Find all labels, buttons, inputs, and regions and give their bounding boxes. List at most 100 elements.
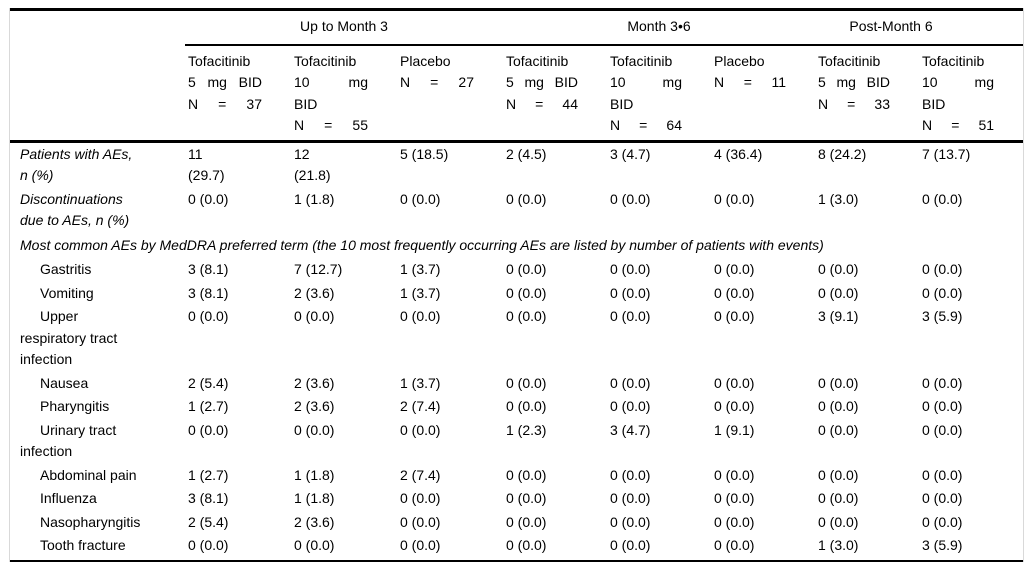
period-group-up-to-month-3: Up to Month 3	[185, 9, 503, 46]
value-cell: 0 (0.0)	[818, 284, 859, 301]
value-cell: 0 (0.0)	[506, 308, 547, 324]
column-header-tofacitinib-5-n44: Tofacitinib 5 mg BID N = 44	[503, 44, 607, 143]
value-cell: 0 (0.0)	[714, 284, 755, 301]
value-cell: 0 (0.0)	[506, 490, 547, 506]
value-cell: 0 (0.0)	[400, 308, 441, 324]
table-row: Influenza 3 (8.1) 1 (1.8) 0 (0.0) 0 (0.0) 0 (…	[10, 487, 1023, 511]
value-cell: 0 (0.0)	[610, 513, 651, 530]
value-cell: 3 (5.9)	[922, 308, 963, 324]
value-cell: 0 (0.0)	[400, 190, 441, 207]
value-cell: 0 (0.0)	[188, 537, 229, 553]
row-label: Influenza	[40, 490, 97, 506]
value-cell: 1 (3.7)	[400, 284, 441, 301]
value-cell: 0 (0.0)	[294, 421, 335, 438]
value-cell: 0 (0.0)	[610, 308, 651, 324]
value-cell: 0 (0.0)	[294, 537, 335, 553]
value-cell: 0 (0.0)	[922, 466, 963, 483]
table-row: Tooth fracture 0 (0.0) 0 (0.0) 0 (0.0) 0 (0.…	[10, 534, 1023, 561]
value-cell: 1 (2.7)	[188, 398, 229, 414]
column-header-tofacitinib-5-n33: Tofacitinib 5 mg BID N = 33	[815, 44, 919, 143]
value-cell: 3 (8.1)	[188, 284, 229, 301]
value-cell: 7 (12.7)	[294, 261, 343, 277]
row-label: Gastritis	[40, 261, 92, 277]
value-cell: 0 (0.0)	[818, 261, 859, 277]
value-cell: 0 (0.0)	[818, 490, 859, 506]
column-header-tofacitinib-10-n64: Tofacitinib 10 mg BID N = 64	[607, 44, 711, 143]
value-cell: 2 (3.6)	[294, 284, 335, 301]
value-cell: 0 (0.0)	[818, 374, 859, 391]
value-cell: 0 (0.0)	[818, 513, 859, 530]
table-row: Vomiting 3 (8.1) 2 (3.6) 1 (3.7) 0 (0.0) 0 (0…	[10, 282, 1023, 306]
value-cell: 0 (0.0)	[294, 308, 335, 324]
value-cell: 0 (0.0)	[610, 261, 651, 277]
table-row: Patients with AEs, n (%) 11 (29.7) 12 (21.…	[10, 141, 1023, 188]
column-header-placebo-n11: Placebo N = 11	[711, 44, 815, 143]
value-cell: 1 (2.3)	[506, 421, 547, 438]
value-cell: 0 (0.0)	[188, 190, 229, 207]
table-row: Urinary tract infection 0 (0.0) 0 (0.0) 0 (…	[10, 419, 1023, 464]
value-cell: 1 (9.1)	[714, 421, 755, 438]
value-cell: 1 (3.7)	[400, 374, 441, 391]
value-cell: 0 (0.0)	[506, 537, 547, 553]
table-row: Discontinuations due to AEs, n (%) 0 (0.0…	[10, 188, 1023, 233]
value-cell: 0 (0.0)	[610, 284, 651, 301]
value-cell: 0 (0.0)	[610, 398, 651, 414]
value-cell: 0 (0.0)	[922, 261, 963, 277]
value-cell: 2 (3.6)	[294, 374, 335, 391]
row-label: Discontinuations due to AEs, n (%)	[20, 190, 130, 229]
table-frame: Up to Month 3 Month 3•6 Post-Month 6 Tof…	[9, 8, 1024, 562]
table-head: Up to Month 3 Month 3•6 Post-Month 6 Tof…	[10, 9, 1024, 143]
value-cell: 0 (0.0)	[922, 421, 963, 438]
value-cell: 0 (0.0)	[714, 537, 755, 553]
value-cell: 0 (0.0)	[400, 490, 441, 506]
row-label: Nausea	[40, 374, 89, 391]
value-cell: 1 (3.7)	[400, 261, 441, 277]
row-label: Urinary tract infection	[20, 421, 117, 460]
period-group-month-3-6: Month 3•6	[503, 9, 815, 46]
row-label: Patients with AEs, n (%)	[20, 145, 133, 184]
value-cell: 3 (4.7)	[610, 421, 651, 438]
row-label: Vomiting	[40, 284, 94, 301]
value-cell: 8 (24.2)	[818, 145, 867, 162]
value-cell: 0 (0.0)	[506, 190, 547, 207]
row-label: Tooth fracture	[40, 537, 126, 553]
value-cell: 3 (5.9)	[922, 537, 963, 553]
value-cell: 1 (3.0)	[818, 537, 859, 553]
value-cell: 0 (0.0)	[610, 374, 651, 391]
value-cell: 0 (0.0)	[610, 190, 651, 207]
value-cell: 0 (0.0)	[610, 466, 651, 483]
value-cell: 0 (0.0)	[922, 374, 963, 391]
value-cell: 0 (0.0)	[922, 490, 963, 506]
section-header: Most common AEs by MedDRA preferred term…	[20, 236, 824, 253]
value-cell: 1 (1.8)	[294, 190, 335, 207]
value-cell: 0 (0.0)	[506, 284, 547, 301]
value-cell: 0 (0.0)	[818, 398, 859, 414]
value-cell: 0 (0.0)	[506, 513, 547, 530]
column-header-tofacitinib-5-n37: Tofacitinib 5 mg BID N = 37	[185, 44, 291, 143]
value-cell: 0 (0.0)	[714, 261, 755, 277]
value-cell: 1 (3.0)	[818, 190, 859, 207]
column-header-row: Tofacitinib 5 mg BID N = 37 Tofacitinib …	[10, 44, 1024, 143]
value-cell: 3 (9.1)	[818, 308, 859, 324]
period-group-post-month-6: Post-Month 6	[815, 9, 1024, 46]
table-body: Patients with AEs, n (%) 11 (29.7) 12 (21.…	[10, 141, 1023, 561]
value-cell: 0 (0.0)	[922, 398, 963, 414]
value-cell: 0 (0.0)	[922, 190, 963, 207]
value-cell: 12 (21.8)	[294, 145, 331, 184]
value-cell: 5 (18.5)	[400, 145, 449, 162]
value-cell: 0 (0.0)	[506, 398, 547, 414]
value-cell: 2 (5.4)	[188, 374, 229, 391]
value-cell: 0 (0.0)	[714, 490, 755, 506]
table-row: Gastritis 3 (8.1) 7 (12.7) 1 (3.7) 0 (0.0) 0 …	[10, 258, 1023, 282]
row-label: Upper respiratory tract infection	[20, 308, 118, 367]
column-header-tofacitinib-10-n51: Tofacitinib 10 mg BID N = 51	[919, 44, 1024, 143]
period-group-row: Up to Month 3 Month 3•6 Post-Month 6	[10, 9, 1024, 46]
value-cell: 11 (29.7)	[188, 145, 225, 184]
value-cell: 0 (0.0)	[400, 513, 441, 530]
value-cell: 0 (0.0)	[818, 466, 859, 483]
table-row: Upper respiratory tract infection 0 (0.0)…	[10, 305, 1023, 372]
column-header-placebo-n27: Placebo N = 27	[397, 44, 503, 143]
value-cell: 0 (0.0)	[506, 466, 547, 483]
value-cell: 7 (13.7)	[922, 145, 971, 162]
value-cell: 0 (0.0)	[714, 374, 755, 391]
